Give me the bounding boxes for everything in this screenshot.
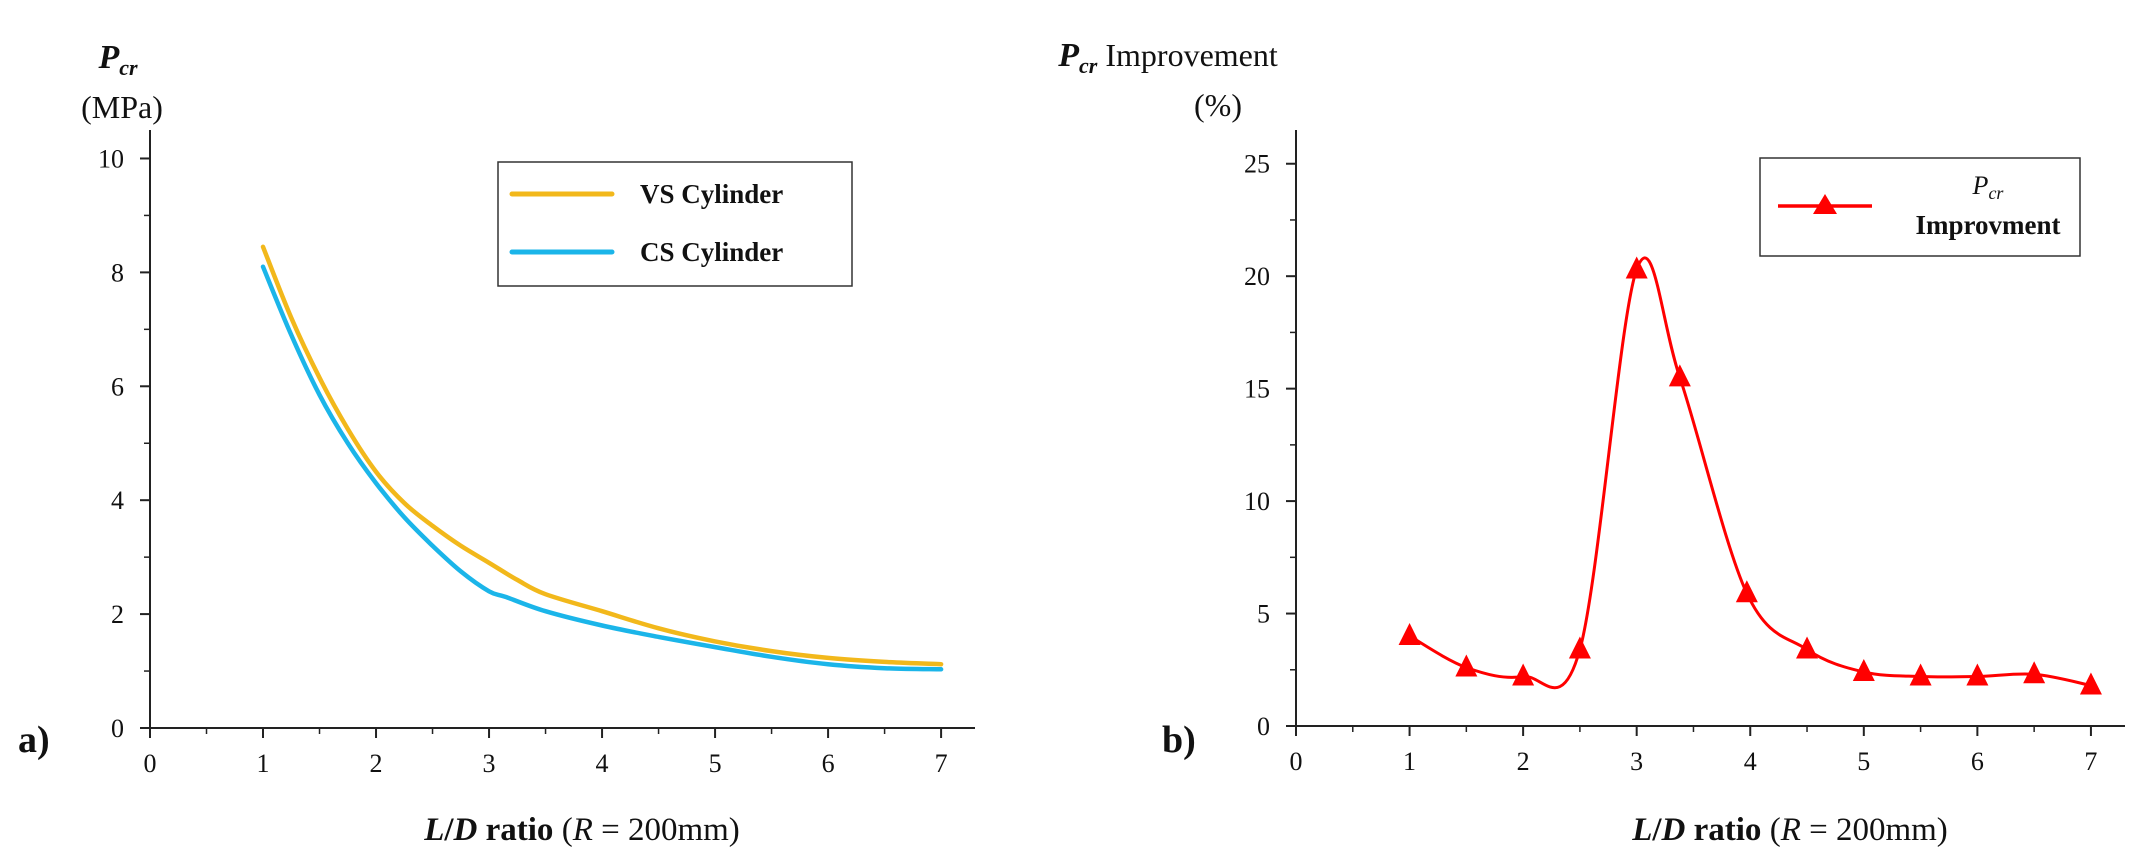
panel-a-series-line-1 [260,264,944,672]
legend-label-improvement-symbol: Pcr [1972,171,2005,203]
panel-b-x-tick-label: 4 [1744,747,1757,776]
panel-b-data-point [1625,256,1648,279]
panel-a-y-unit: (MPa) [81,89,163,125]
panel-b-data-point [1568,636,1591,659]
panel-a-legend-box [497,161,853,287]
panel-b-data-point [1398,623,1421,646]
panel-a-x-title: L/D ratio (R = 200mm) [423,812,740,848]
panel-a-x-tick-label: 5 [709,749,722,778]
panel-a-y-tick-label: 6 [111,372,124,401]
panel-b-legend: Pcr Improvment [1759,157,2081,257]
panel-a-x-tick-label: 2 [370,749,383,778]
panel-a-x-tick-label: 0 [144,749,157,778]
panel-b-y-unit: (%) [1194,87,1242,123]
panel-b-data-point [1512,663,1535,686]
legend-label-vs: VS Cylinder [640,179,783,209]
panel-b-x-tick-label: 7 [2084,747,2097,776]
panel-b-series [1398,256,2102,695]
panel-b-data-point [1966,663,1989,686]
panel-b-x-tick-label: 6 [1971,747,1984,776]
panel-b-y-tick-label: 10 [1244,487,1270,516]
panel-a-ticks: 0 1 2 3 4 5 6 7 0 2 4 6 8 10 [98,144,948,778]
panel-b-data-point [1796,636,1819,659]
panel-b-x-tick-label: 5 [1857,747,1870,776]
panel-a-series-line-0 [260,244,944,667]
panel-b-data-point [1909,663,1932,686]
panel-b-x-tick-label: 2 [1517,747,1530,776]
panel-b-plot: 0 1 2 3 4 5 6 7 0 5 10 15 20 25 [1244,130,2125,776]
panel-b-x-tick-label: 0 [1290,747,1303,776]
panel-a-series [260,244,944,672]
panel-b-series-line-0 [1408,256,2093,690]
panel-a-x-tick-label: 7 [935,749,948,778]
panel-a-legend: VS Cylinder CS Cylinder [497,161,853,287]
panel-a-y-tick-label: 2 [111,600,124,629]
panel-a-x-tick-label: 6 [822,749,835,778]
panel-b-x-title: L/D ratio (R = 200mm) [1631,812,1948,848]
legend-marker-triangle [1813,194,1837,214]
panel-a-y-tick-label: 0 [111,714,124,743]
panel-a-x-tick-label: 1 [257,749,270,778]
panel-a-y-tick-label: 10 [98,144,124,173]
panel-b-y-tick-label: 25 [1244,150,1270,179]
panel-b-ticks: 0 1 2 3 4 5 6 7 0 5 10 15 20 25 [1244,150,2097,776]
panel-a-x-tick-label: 4 [596,749,609,778]
panel-b-y-tick-label: 5 [1257,600,1270,629]
panel-b-x-tick-label: 1 [1403,747,1416,776]
legend-label-cs: CS Cylinder [640,237,783,267]
legend-label-improvement: Improvment [1916,210,2061,240]
panel-a-tag: a) [18,719,50,761]
panel-b-data-point [2023,661,2046,684]
panel-a-plot: 0 1 2 3 4 5 6 7 0 2 4 6 8 10 [98,130,975,778]
panel-b-y-title: Pcr Improvement [1057,37,1278,78]
panel-b-tag: b) [1162,719,1196,761]
panel-b-y-tick-label: 20 [1244,262,1270,291]
panel-b: Pcr Improvement (%) 0 1 2 3 4 5 6 7 0 5 10 15 20 25 L… [1057,37,2125,848]
panel-b-data-point [1852,659,1875,682]
panel-b-data-point [1455,654,1478,677]
panel-b-y-tick-label: 15 [1244,375,1270,404]
panel-b-data-point [1668,364,1691,387]
panel-a-x-tick-label: 3 [483,749,496,778]
panel-a-y-tick-label: 8 [111,258,124,287]
panel-a: Pcr (MPa) 0 1 2 3 4 5 6 7 0 2 4 6 8 10 L/D ratio (R =… [18,39,975,848]
panel-a-y-tick-label: 4 [111,486,124,515]
panel-b-data-point [1735,580,1758,603]
panel-a-y-title: Pcr [97,39,138,80]
panel-b-y-tick-label: 0 [1257,712,1270,741]
panel-b-x-tick-label: 3 [1630,747,1643,776]
panel-b-data-point [2079,672,2102,695]
